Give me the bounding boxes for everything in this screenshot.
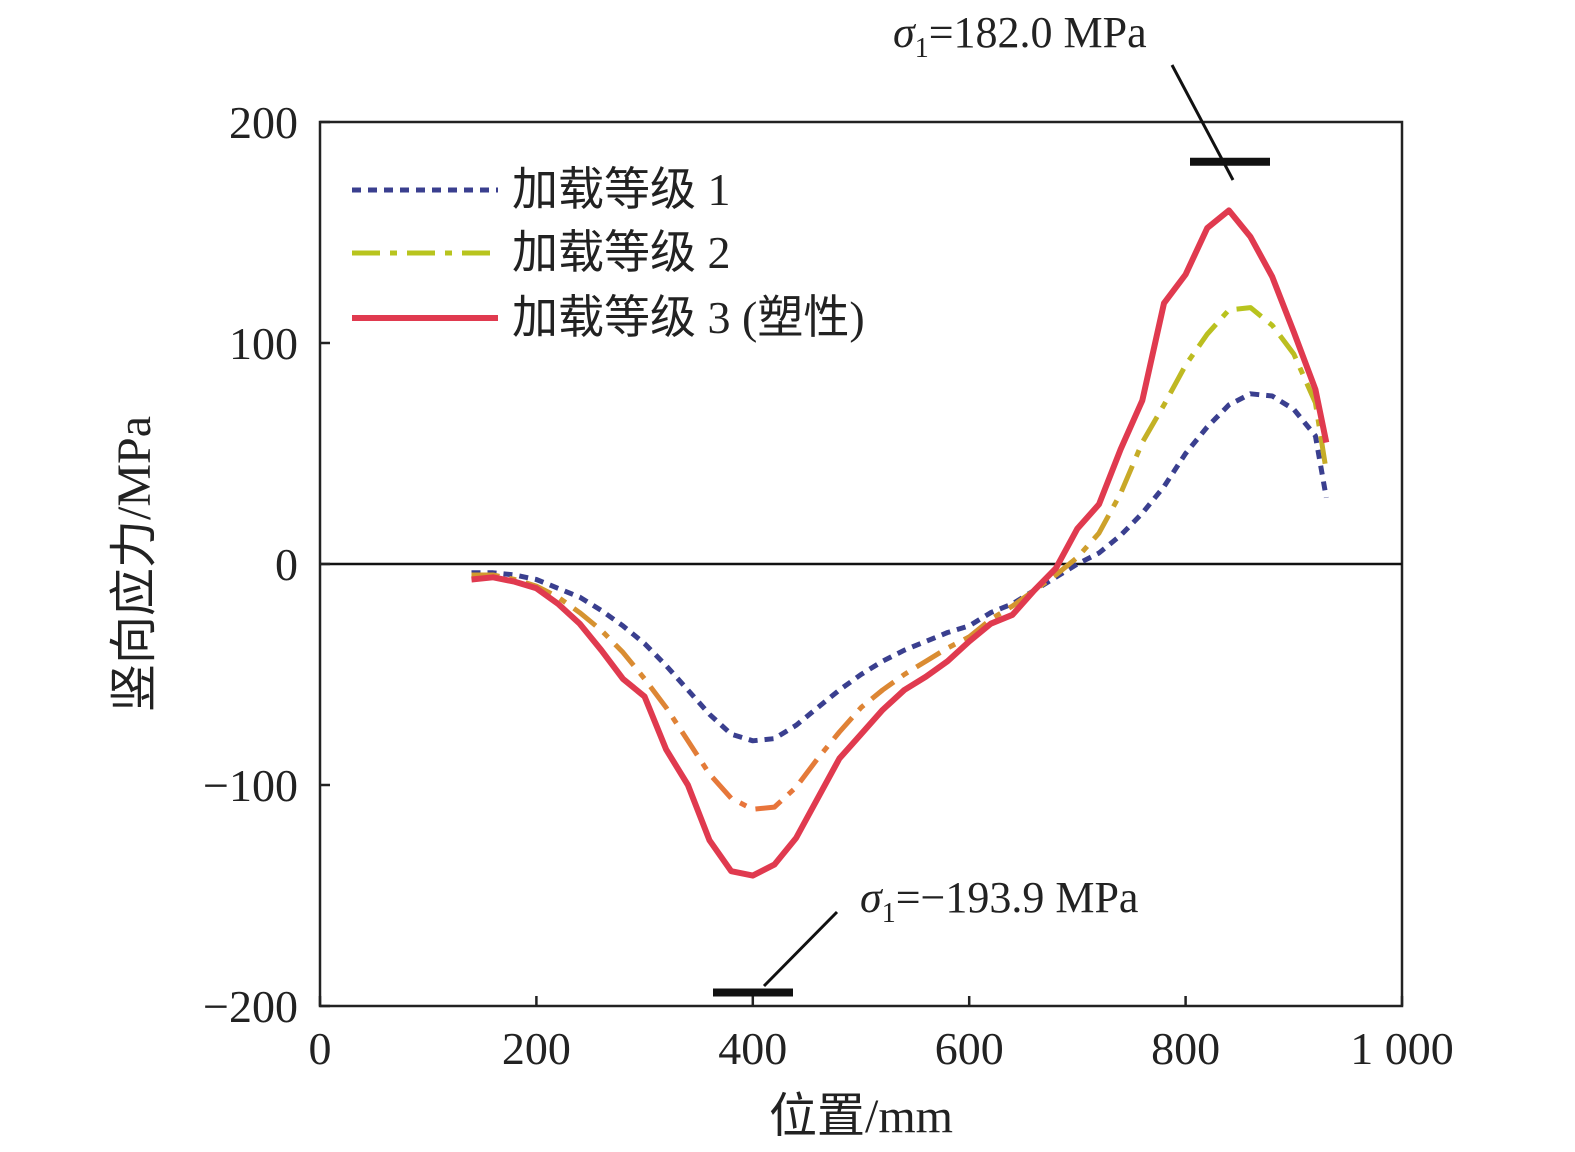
annotation-min-stress: σ1=−193.9 MPa [713,873,1138,997]
legend-label-series-1: 加载等级 1 [512,164,731,215]
series-line-2 [471,305,1329,812]
y-tick-label: −200 [203,981,298,1032]
y-tick-label: −100 [203,760,298,811]
y-tick-label: 0 [275,539,298,590]
x-tick-label: 0 [309,1023,332,1074]
y-axis-ticks: −200 −100 0 100 200 [203,97,330,1032]
series-line-1 [471,391,1329,744]
annotation-min-text: σ1=−193.9 MPa [860,873,1138,929]
x-axis-title: 位置/mm [769,1090,953,1143]
x-axis-ticks: 0 200 400 600 800 1 000 [309,996,1454,1074]
legend: 加载等级 1 加载等级 2 加载等级 3 (塑性) [352,164,865,343]
x-tick-label: 200 [502,1023,571,1074]
annotation-max-stress: σ1=182.0 MPa [893,8,1270,181]
annotation-min-leader [762,910,839,988]
y-tick-label: 100 [229,318,298,369]
x-tick-label: 400 [718,1023,787,1074]
x-tick-label: 800 [1151,1023,1220,1074]
series-line-3 [471,207,1330,879]
y-axis-title: 竖向应力/MPa [108,416,161,712]
annotation-max-text: σ1=182.0 MPa [893,8,1147,64]
x-tick-label: 1 000 [1350,1023,1454,1074]
x-tick-label: 600 [935,1023,1004,1074]
y-tick-label: 200 [229,97,298,148]
legend-label-series-2: 加载等级 2 [512,227,731,278]
legend-label-series-3: 加载等级 3 (塑性) [512,292,865,343]
series-layer [471,207,1330,879]
